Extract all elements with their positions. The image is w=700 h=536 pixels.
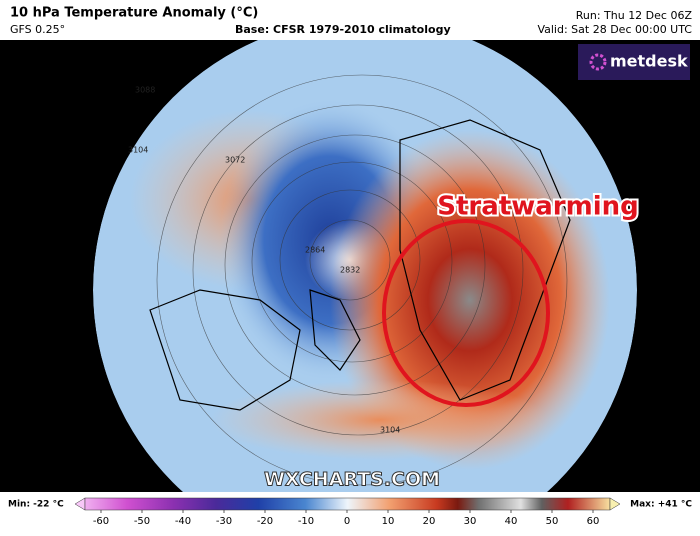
logo-icon — [589, 53, 607, 71]
base: Base: CFSR 1979-2010 climatology — [235, 23, 451, 36]
colorbar-tick-label: 0 — [344, 516, 350, 527]
colorbar-tick-label: 30 — [464, 516, 477, 527]
run: Run: Thu 12 Dec 06Z — [576, 9, 693, 22]
colorbar-tick-label: -40 — [175, 516, 191, 527]
colorbar-tick-label: -20 — [257, 516, 273, 527]
colorbar-tick-label: -10 — [298, 516, 314, 527]
annotation: Stratwarming — [437, 192, 638, 222]
colorbar-high-arrow — [609, 497, 621, 511]
annotation-circle — [382, 219, 550, 407]
title: 10 hPa Temperature Anomaly (°C) — [10, 6, 258, 21]
contour-labels: 3104 3088 3072 2864 2832 3104 — [128, 86, 400, 435]
max-label: Max: +41 °C — [630, 500, 692, 510]
contours — [156, 74, 568, 486]
contour-label: 3088 — [135, 86, 155, 95]
colorbar-tick-label: -30 — [216, 516, 232, 527]
map-disc — [93, 40, 637, 492]
contour-label: 2864 — [305, 246, 325, 255]
min-label: Min: -22 °C — [8, 500, 64, 510]
colorbar-tick-label: 10 — [382, 516, 395, 527]
colorbar-low-arrow — [74, 497, 86, 511]
colorbar-ticks: -60 -50 -40 -30 -20 -10 0 10 20 30 40 50 60 — [93, 510, 600, 527]
contour-label: 3104 — [380, 426, 400, 435]
watermark: WXCHARTS.COM — [264, 469, 440, 491]
contour-label: 3072 — [225, 156, 245, 165]
valid: Valid: Sat 28 Dec 00:00 UTC — [537, 23, 692, 36]
colorbar — [84, 497, 611, 511]
coastlines — [149, 119, 571, 411]
colorbar-tick-label: -60 — [93, 516, 109, 527]
colorbar-tick-label: 60 — [587, 516, 600, 527]
logo: metdesk — [610, 52, 688, 71]
contour-label: 3104 — [128, 146, 148, 155]
logo-box — [578, 44, 690, 80]
model: GFS 0.25° — [10, 23, 65, 36]
colorbar-tick-label: -50 — [134, 516, 150, 527]
colorbar-tick-label: 20 — [423, 516, 436, 527]
colorbar-tick-label: 50 — [546, 516, 559, 527]
colorbar-tick-label: 40 — [505, 516, 518, 527]
map: 3104 3088 3072 2864 2832 3104 Stratwarmi… — [0, 40, 700, 492]
warm-band — [210, 380, 550, 460]
contour-label: 2832 — [340, 266, 360, 275]
